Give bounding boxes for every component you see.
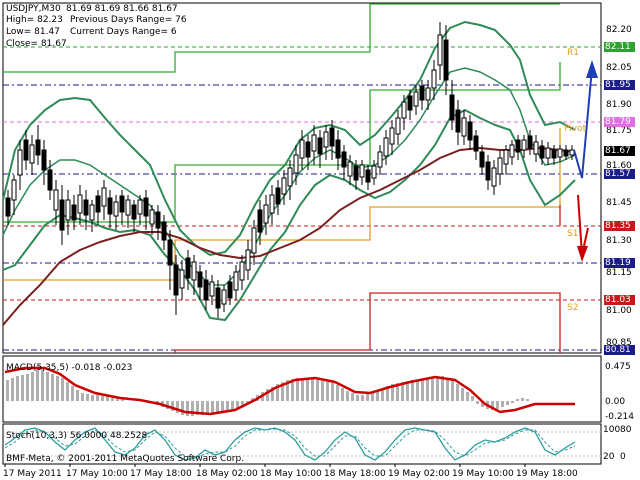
time-label: 19 May 10:00 <box>452 469 514 479</box>
forecast-up-arrow-line <box>573 67 593 179</box>
stoch-tick: 20 <box>603 452 615 462</box>
bollinger-lower-band <box>2 108 576 322</box>
s2-label: S2 <box>567 303 578 313</box>
time-axis: 17 May 2011 17 May 10:00 17 May 18:00 18… <box>3 469 578 479</box>
macd-histogram <box>6 370 529 416</box>
close-label: Close= 81.67 <box>6 39 67 49</box>
price-axis: 82.20 82.05 81.90 81.75 81.60 81.45 81.3… <box>606 25 632 348</box>
copyright-text: BMF-Meta, © 2001-2011 MetaQuotes Softwar… <box>6 454 244 464</box>
current-days-range-label: Current Days Range= 6 <box>70 27 177 37</box>
macd-label: MACD(5,35,5) -0.018 -0.023 <box>6 363 132 373</box>
time-label: 17 May 10:00 <box>66 469 128 479</box>
price-tick: 82.05 <box>606 63 632 73</box>
price-tick: 80.85 <box>606 338 632 348</box>
symbol-label: USDJPY,M30 <box>6 4 61 14</box>
pivot-label: Pivot <box>564 124 587 134</box>
time-label: 18 May 18:00 <box>324 469 386 479</box>
high-label: High= 82.23 <box>6 15 63 25</box>
price-tick: 81.90 <box>606 100 632 110</box>
time-label: 19 May 18:00 <box>516 469 578 479</box>
low-label: Low= 81.47 <box>6 27 60 37</box>
r1-label: R1 <box>567 48 579 58</box>
price-tag-81-19: 81.19 <box>604 258 635 268</box>
time-label: 18 May 10:00 <box>260 469 322 479</box>
moving-average-line <box>2 146 576 326</box>
stoch-panel-frame <box>2 423 602 465</box>
previous-days-range-label: Previous Days Range= 76 <box>70 15 187 25</box>
main-panel-frame <box>2 2 602 354</box>
s1-label: S1 <box>567 229 578 239</box>
bollinger-upper-band <box>2 20 576 257</box>
price-tick: 81.00 <box>606 306 632 316</box>
time-label: 17 May 2011 <box>3 469 62 479</box>
price-tag-81-79: 81.79 <box>604 117 635 127</box>
stoch-label: Stoch(10,3,3) 56.0000 48.2528 <box>6 431 147 441</box>
stoch-tick: 0 <box>620 452 626 462</box>
macd-tick: -0.214 <box>605 412 634 422</box>
price-tag-80-81: 80.81 <box>604 345 635 355</box>
price-tag-82-11: 82.11 <box>604 42 635 52</box>
price-tag-81-03: 81.03 <box>604 295 635 305</box>
price-tick: 81.30 <box>606 236 632 246</box>
support-step-line <box>174 292 561 353</box>
price-tick: 81.60 <box>606 161 632 171</box>
price-tick: 81.15 <box>606 268 632 278</box>
ohlc-label: 81.69 81.69 81.66 81.67 <box>66 4 178 14</box>
daily-high-step-line <box>3 3 560 73</box>
price-tag-81-95: 81.95 <box>604 80 635 90</box>
stoch-main-line <box>4 427 576 461</box>
macd-axis: 0.475 0.00 -0.214 <box>605 362 634 422</box>
macd-panel-frame <box>2 355 602 423</box>
price-tag-81-35: 81.35 <box>604 221 635 231</box>
stoch-tick: 100 <box>603 425 620 435</box>
stoch-axis: 100 80 20 0 <box>603 425 632 462</box>
macd-tick: 0.00 <box>605 397 625 407</box>
price-tag-81-57: 81.57 <box>604 169 635 179</box>
price-tick: 81.75 <box>606 126 632 136</box>
macd-tick: 0.475 <box>605 362 631 372</box>
time-label: 19 May 02:00 <box>388 469 450 479</box>
time-label: 18 May 02:00 <box>196 469 258 479</box>
time-axis-ticks <box>4 464 526 467</box>
price-tick: 81.45 <box>606 198 632 208</box>
forecast-up-arrowhead <box>586 60 598 78</box>
forecast-down-arrowhead <box>577 246 588 262</box>
stoch-signal-line <box>4 428 576 459</box>
stoch-tick: 80 <box>620 425 632 435</box>
price-tag-current: 81.67 <box>604 146 635 156</box>
macd-signal-line <box>4 366 575 416</box>
price-tick: 82.20 <box>606 25 632 35</box>
candlesticks <box>5 22 575 318</box>
time-label: 17 May 18:00 <box>130 469 192 479</box>
